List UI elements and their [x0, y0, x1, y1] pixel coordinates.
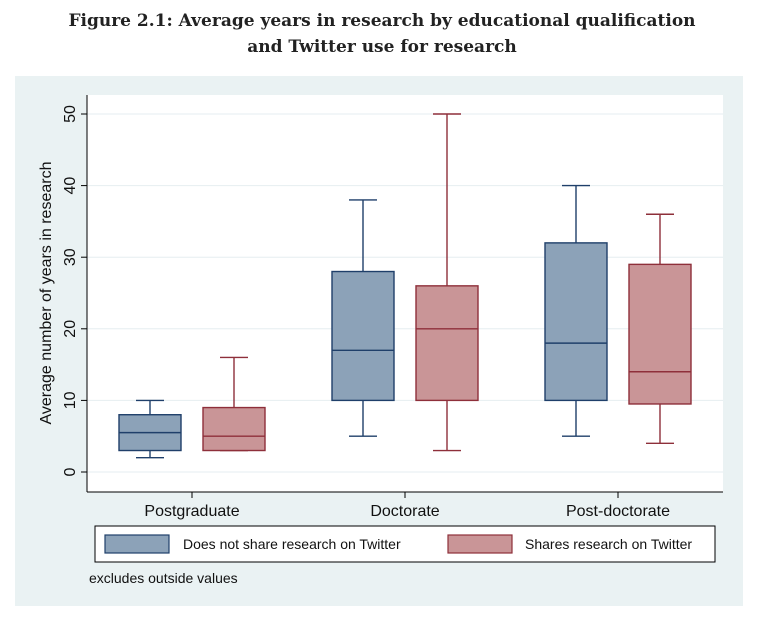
- y-tick-label-20: 20: [62, 320, 79, 338]
- boxplot-chart: 0 10 20 30 40 50 Postgraduate Doctorate Post-do…: [38, 95, 723, 586]
- box-2-1: [628, 213, 692, 445]
- legend-label-no-share: Does not share research on Twitter: [183, 536, 401, 552]
- y-tick-label-10: 10: [62, 391, 79, 409]
- gridlines: [87, 113, 723, 473]
- y-axis-label: Average number of years in research: [38, 162, 55, 425]
- legend-label-share: Shares research on Twitter: [525, 536, 692, 552]
- y-tick-label-50: 50: [62, 105, 79, 123]
- y-tick-label-30: 30: [62, 248, 79, 266]
- box-rect: [415, 285, 479, 402]
- y-ticks: 0 10 20 30 40 50: [62, 105, 87, 476]
- box-rect: [544, 242, 608, 402]
- chart-panel: 0 10 20 30 40 50 Postgraduate Doctorate Post-do…: [15, 76, 743, 606]
- legend-box: [94, 525, 716, 563]
- figure-title-line2: and Twitter use for research: [247, 37, 517, 57]
- box-rect: [628, 263, 692, 405]
- box-0-1: [202, 356, 266, 452]
- figure-title: Figure 2.1: Average years in research by…: [0, 8, 764, 60]
- x-tick-label-2: Post-doctorate: [566, 503, 670, 520]
- x-tick-label-1: Doctorate: [370, 503, 439, 520]
- y-tick-label-40: 40: [62, 177, 79, 195]
- box-rect: [331, 270, 395, 402]
- y-tick-label-0: 0: [62, 467, 79, 476]
- chart-note: excludes outside values: [89, 570, 238, 586]
- box-rect: [202, 406, 266, 452]
- x-categories: Postgraduate Doctorate Post-doctorate: [144, 492, 670, 520]
- box-2-0: [544, 184, 608, 437]
- box-0-0: [118, 399, 182, 459]
- legend-swatch-no-share: [104, 534, 170, 554]
- box-1-1: [415, 113, 479, 452]
- box-1-0: [331, 199, 395, 437]
- figure-title-line1: Figure 2.1: Average years in research by…: [68, 11, 696, 31]
- legend-swatch-share: [447, 534, 513, 554]
- x-tick-label-0: Postgraduate: [144, 503, 239, 520]
- plot-area: [87, 95, 723, 492]
- boxes-group: [118, 113, 692, 459]
